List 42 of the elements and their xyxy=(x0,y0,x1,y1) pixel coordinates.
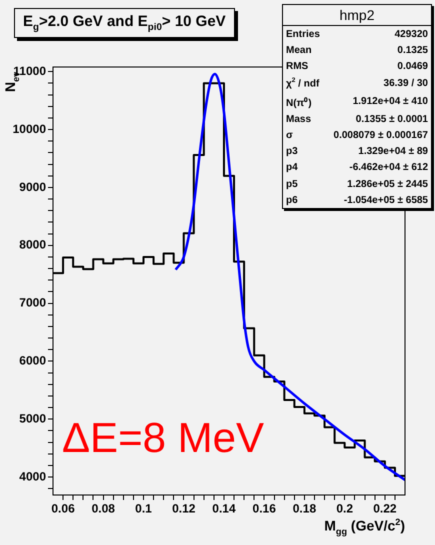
text: hmp2 xyxy=(282,4,432,26)
annotation: p6 xyxy=(285,194,299,208)
y-tick-label: 7000 xyxy=(19,296,46,310)
annotation: χ$^{2}$ / ndf xyxy=(285,76,320,92)
y-tick-label: 5000 xyxy=(19,411,46,426)
y-tick-label: 6000 xyxy=(19,354,46,368)
annotation: σ xyxy=(285,129,294,144)
x-tick-label: 0.14 xyxy=(212,502,236,516)
y-tick-label: 8000 xyxy=(19,238,46,252)
annotation: 1.286e+05 ± 2445 xyxy=(346,178,429,192)
annotation: p4 xyxy=(285,161,299,176)
annotation: -1.054e+05 ± 6585 xyxy=(342,194,429,208)
annotation: RMS xyxy=(285,60,310,74)
x-axis-title: M$_{gg}$ (GeV/c$^{2}$) xyxy=(324,517,405,536)
y-tick-label: 9000 xyxy=(19,180,46,194)
annotation: 1.329e+04 ± 89 xyxy=(357,145,429,160)
x-tick-label: 0.2 xyxy=(336,502,354,516)
chart-title: E$_{g}$>2.0 GeV and E$_{pi0}$> 10 GeV xyxy=(14,8,235,38)
y-tick-label: 10000 xyxy=(12,122,46,136)
text: Entries xyxy=(285,28,321,42)
annotation: ΔE=8 MeV xyxy=(62,414,264,462)
annotation: -6.462e+04 ± 612 xyxy=(348,161,429,176)
annotation: N(π⁰) xyxy=(285,96,313,111)
annotation: p3 xyxy=(285,145,299,160)
annotation: 0.1355 ± 0.0001 xyxy=(354,112,429,127)
x-tick-label: 0.12 xyxy=(172,502,196,516)
annotation: 0.008079 ± 0.000167 xyxy=(332,129,429,144)
x-tick-label: 0.1 xyxy=(135,502,152,516)
x-tick-label: 0.16 xyxy=(252,502,276,516)
x-tick-label: 0.06 xyxy=(51,502,76,516)
annotation: 36.39 / 30 xyxy=(382,76,429,91)
annotation: 1.912e+04 ± 410 xyxy=(352,95,429,110)
text: 0.1325 xyxy=(396,44,429,58)
y-tick-label: 4000 xyxy=(19,469,46,484)
x-tick-label: 0.22 xyxy=(373,502,397,516)
annotation: 0.0469 xyxy=(396,60,429,74)
text: Mean xyxy=(285,44,313,58)
text: 429320 xyxy=(394,28,429,42)
annotation: Mass xyxy=(285,112,312,127)
x-tick-label: 0.08 xyxy=(92,502,116,516)
annotation: p5 xyxy=(285,178,299,192)
x-tick-label: 0.18 xyxy=(292,502,316,516)
